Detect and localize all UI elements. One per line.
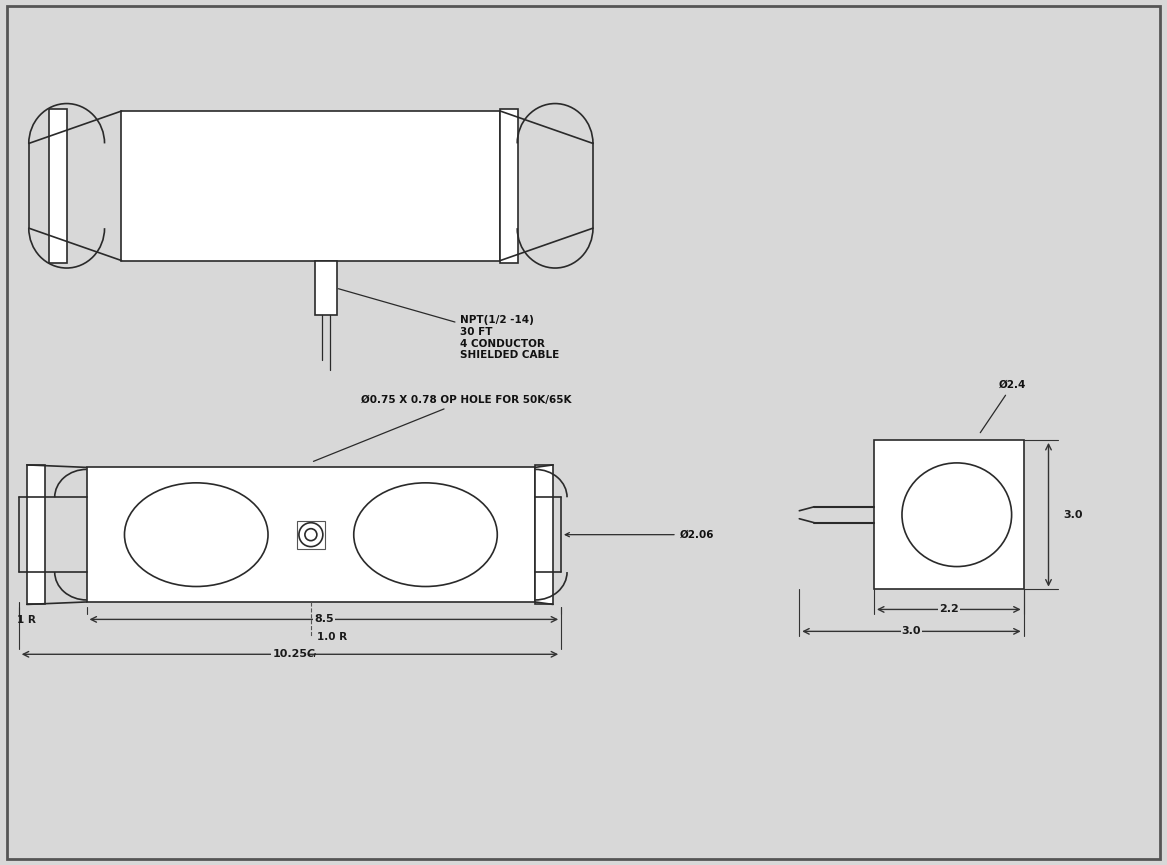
Bar	[121, 111, 501, 260]
Bar	[86, 467, 536, 602]
Bar	[27, 465, 44, 605]
Text: NPT(1/2 -14)
30 FT
4 CONDUCTOR
SHIELDED CABLE: NPT(1/2 -14) 30 FT 4 CONDUCTOR SHIELDED …	[338, 289, 560, 360]
Bar	[49, 108, 67, 263]
Text: 1.0 R: 1.0 R	[317, 631, 347, 642]
Text: Ø2.06: Ø2.06	[565, 529, 714, 540]
Bar	[315, 260, 337, 316]
Text: Ø2.4: Ø2.4	[980, 380, 1026, 432]
Text: 10.25: 10.25	[272, 650, 307, 659]
Bar	[874, 440, 1023, 589]
Text: Cₗ: Cₗ	[307, 649, 316, 659]
Text: 1 R: 1 R	[16, 615, 36, 625]
Text: 2.2: 2.2	[939, 605, 959, 614]
Text: 8.5: 8.5	[314, 614, 334, 625]
Text: 3.0: 3.0	[1063, 509, 1083, 520]
Bar	[536, 465, 553, 605]
Bar	[501, 108, 518, 263]
Bar	[296, 521, 324, 548]
Text: Ø0.75 X 0.78 OP HOLE FOR 50K/65K: Ø0.75 X 0.78 OP HOLE FOR 50K/65K	[314, 395, 571, 461]
Text: 3.0: 3.0	[902, 626, 921, 637]
